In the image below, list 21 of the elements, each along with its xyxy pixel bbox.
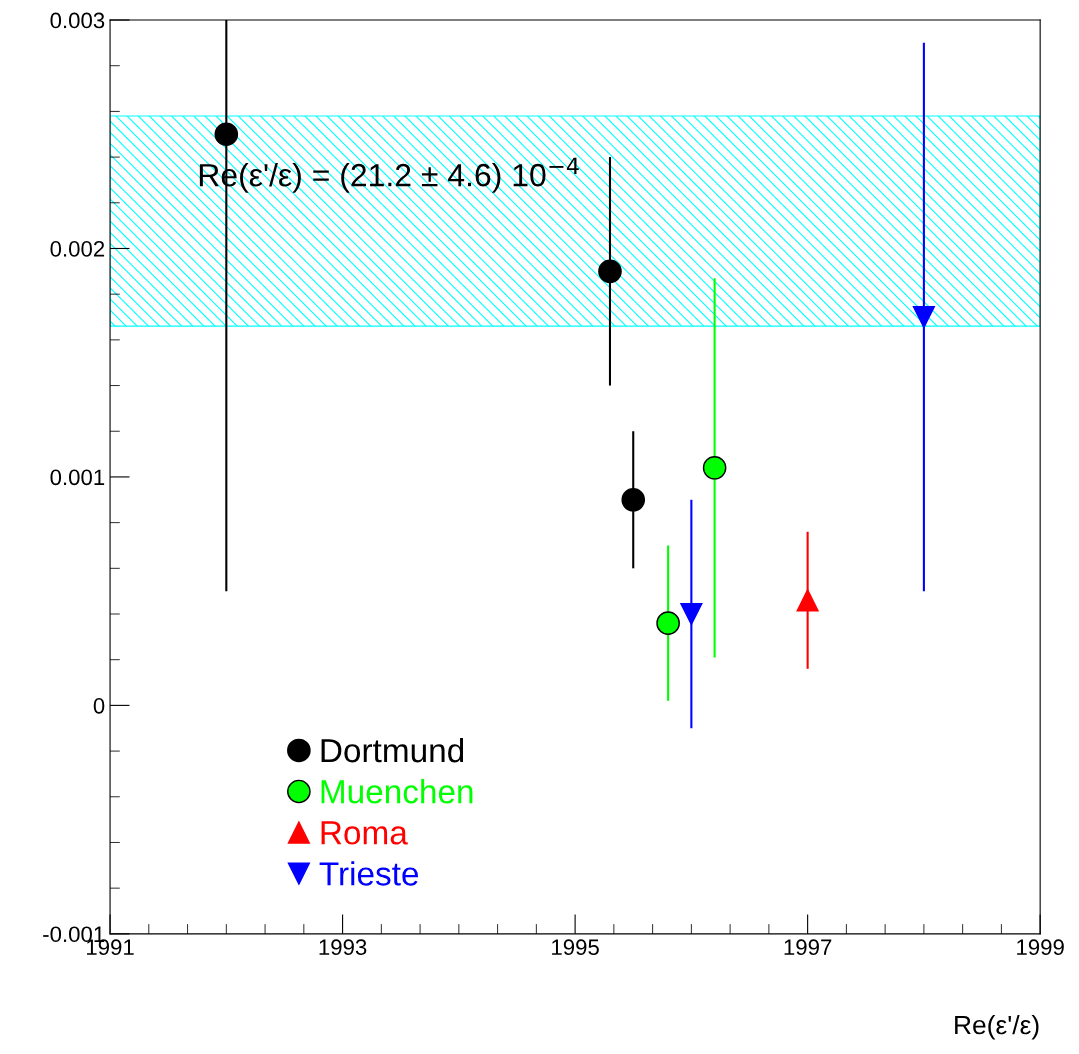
x-axis-title: Re(ε'/ε) [955,1014,1039,1040]
legend-label: Muenchen [321,779,473,804]
y-tick-label: 0.003 [50,12,105,29]
legend-label: Trieste [319,861,419,886]
point [214,122,239,147]
y-tick-label: 0.001 [50,469,105,486]
y-tick-label: 0 [93,697,105,714]
point [796,589,819,612]
point [621,487,646,512]
x-tick-label: 1997 [784,939,832,956]
legend-label: Roma [321,821,408,845]
point [598,259,622,284]
point [656,611,680,635]
x-tick-label: 1995 [552,939,599,956]
x-tick-label: 1999 [1017,939,1064,956]
point [702,455,727,480]
point [680,602,703,626]
x-tick-label: 1993 [319,939,367,956]
y-tick-label: 0.002 [50,241,105,257]
point [912,305,936,329]
legend-label: Dortmund [321,737,464,763]
